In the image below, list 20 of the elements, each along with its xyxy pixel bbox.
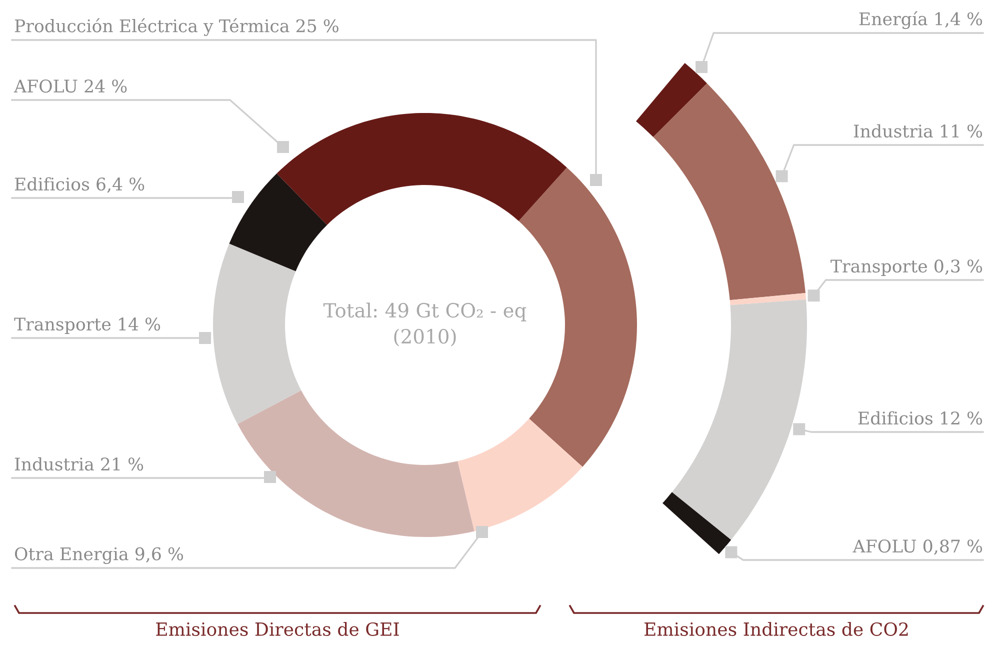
slice-label: Industria 21 % bbox=[14, 457, 144, 471]
slice-label: Otra Energia 9,6 % bbox=[14, 547, 184, 564]
slice-label: Producción Eléctrica y Térmica 25 % bbox=[14, 18, 338, 36]
donut-slice bbox=[276, 113, 567, 225]
slice-label: Industria 11 % bbox=[854, 124, 982, 138]
text: Total: 49 Gt CO₂ - eq bbox=[323, 302, 526, 322]
slice-label: Energía 1,4 % bbox=[859, 11, 982, 29]
text: (2010) bbox=[394, 328, 456, 346]
text: Emisiones Indirectas de CO2 bbox=[644, 622, 908, 636]
donut-slice bbox=[229, 174, 328, 272]
donut-slice bbox=[213, 244, 302, 424]
slice-label: Edificios 6,4 % bbox=[14, 177, 144, 193]
donut-slice bbox=[458, 418, 583, 532]
slice-label: AFOLU 24 % bbox=[14, 80, 127, 93]
slice-label: Transporte 14 % bbox=[14, 318, 160, 334]
text: Emisiones Directas de GEI bbox=[156, 622, 399, 636]
slice-label: AFOLU 0,87 % bbox=[852, 540, 982, 555]
donut-slice bbox=[238, 390, 474, 537]
slice-label: Transporte 0,3 % bbox=[830, 260, 982, 276]
slice-label: Edificios 12 % bbox=[858, 411, 982, 425]
